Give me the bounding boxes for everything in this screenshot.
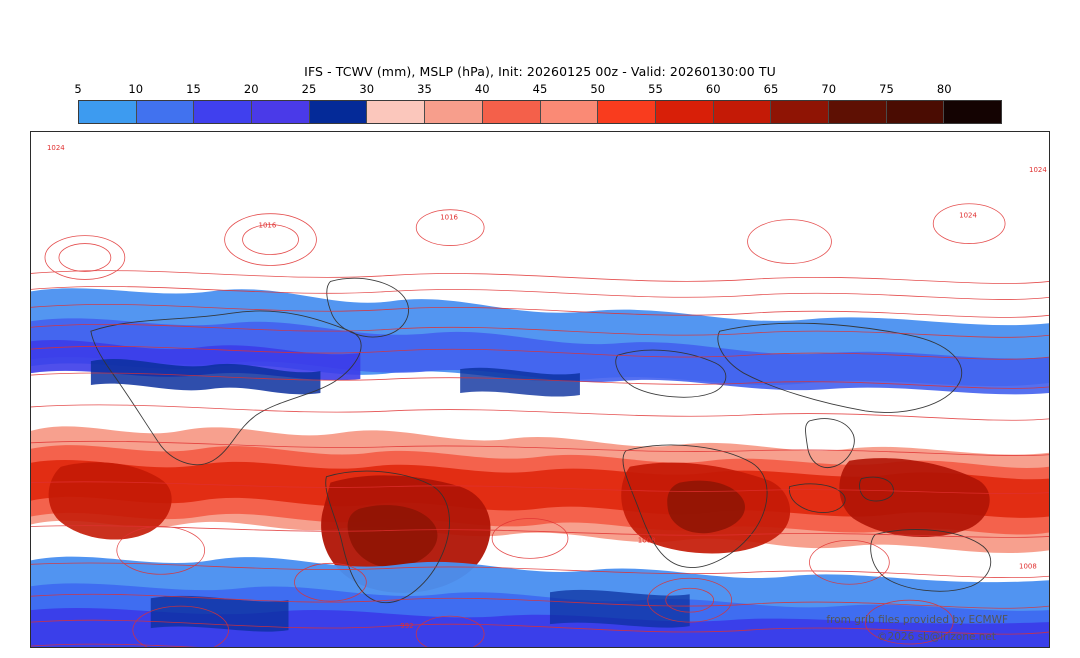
- colorbar-tick-label: 35: [417, 82, 432, 96]
- colorbar-segment: [194, 101, 253, 123]
- colorbar-tick-label: 30: [359, 82, 375, 96]
- colorbar-tick-label: 65: [763, 82, 779, 96]
- colorbar-tick-label: 80: [936, 82, 952, 96]
- colorbar-segment: [713, 101, 772, 123]
- colorbar-segment: [828, 101, 887, 123]
- colorbar-tick-label: 60: [705, 82, 721, 96]
- colorbar-segment: [540, 101, 599, 123]
- data-source-credit: from grib files provided by ECMWF: [826, 614, 1008, 626]
- colorbar-tick-label: 50: [590, 82, 606, 96]
- colorbar-tick-label: 70: [821, 82, 837, 96]
- colorbar-segment: [79, 101, 137, 123]
- svg-text:1008: 1008: [638, 536, 656, 544]
- svg-text:1024: 1024: [47, 144, 65, 152]
- colorbar-segment: [944, 101, 1001, 123]
- copyright-credit: ©2026 sb@irizone.net: [877, 631, 996, 643]
- map-frame[interactable]: 1024 1016 1016 1024 1008 992 1008 1024: [30, 131, 1050, 648]
- colorbar-segment: [252, 101, 310, 123]
- colorbar-segment: [136, 101, 195, 123]
- isobar-labels: 1024 1016 1016 1024 1008 992 1008 1024: [47, 144, 1047, 630]
- svg-text:1024: 1024: [1029, 166, 1047, 174]
- colorbar-segment: [598, 101, 656, 123]
- colorbar-tick-label: 45: [532, 82, 548, 96]
- mslp-contours: [31, 203, 1049, 647]
- svg-text:1016: 1016: [440, 214, 458, 222]
- colorbar-tick-label: 75: [879, 82, 894, 96]
- page-title: IFS - TCWV (mm), MSLP (hPa), Init: 20260…: [304, 64, 776, 79]
- svg-text:992: 992: [400, 622, 413, 630]
- colorbar-tick-label: 25: [301, 82, 317, 96]
- colorbar-tick-label: 5: [74, 82, 82, 96]
- colorbar-tick-label: 40: [474, 82, 490, 96]
- colorbar-segment: [771, 101, 829, 123]
- colorbar-tick-label: 55: [648, 82, 663, 96]
- svg-text:1008: 1008: [1019, 562, 1037, 570]
- coastlines: [90, 277, 992, 604]
- world-tcwv-mslp-map: 1024 1016 1016 1024 1008 992 1008 1024: [31, 132, 1049, 647]
- colorbar-tick-label: 20: [243, 82, 259, 96]
- colorbar-strip: [78, 100, 1002, 124]
- colorbar-segment: [367, 101, 426, 123]
- colorbar-tick-label: 15: [186, 82, 201, 96]
- colorbar-segment: [886, 101, 945, 123]
- colorbar-segment: [425, 101, 483, 123]
- tcwv-field: [31, 132, 1049, 647]
- colorbar: 5 10 15 20 25 30 35 40 45 50 55 60 65 70 75 80: [74, 82, 1002, 124]
- colorbar-segment: [482, 101, 541, 123]
- colorbar-tick-labels: 5 10 15 20 25 30 35 40 45 50 55 60 65 70 75 80: [74, 82, 1002, 98]
- colorbar-tick-label: 10: [128, 82, 144, 96]
- colorbar-segment: [309, 101, 368, 123]
- svg-text:1016: 1016: [259, 222, 277, 230]
- svg-text:1024: 1024: [959, 212, 977, 220]
- colorbar-segment: [655, 101, 714, 123]
